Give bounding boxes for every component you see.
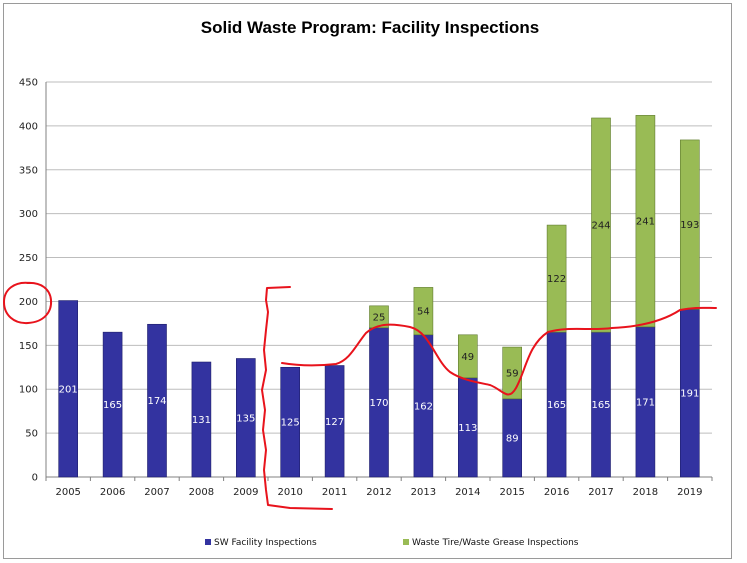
x-tick-label: 2008: [189, 487, 214, 498]
x-tick-label: 2014: [455, 487, 480, 498]
y-tick-label: 300: [19, 209, 38, 220]
x-tick-label: 2017: [588, 487, 613, 498]
bar-sw-facility: [58, 300, 79, 478]
x-tick-label: 2010: [277, 487, 302, 498]
bar-waste-tire: [457, 334, 478, 379]
data-label-sw-facility: 89: [506, 433, 519, 444]
data-label-waste-tire: 193: [680, 220, 699, 231]
annotation-trend-line: [281, 306, 717, 396]
y-tick-label: 100: [19, 385, 38, 396]
data-label-sw-facility: 113: [458, 423, 477, 434]
data-label-waste-tire: 241: [636, 217, 655, 228]
data-label-sw-facility: 201: [59, 384, 78, 395]
bar-sw-facility: [236, 358, 256, 478]
bar-sw-facility: [102, 331, 123, 478]
data-label-sw-facility: 131: [192, 415, 211, 426]
x-tick-label: 2011: [322, 487, 347, 498]
bar-waste-tire: [369, 305, 389, 329]
legend-item-waste-tire: Waste Tire/Waste Grease Inspections: [412, 538, 579, 548]
data-label-sw-facility: 125: [281, 418, 300, 429]
legend-swatch: [403, 539, 409, 545]
data-label-sw-facility: 162: [414, 401, 433, 412]
bar-waste-tire: [546, 224, 567, 333]
y-tick-label: 0: [32, 473, 38, 484]
y-tick-label: 350: [19, 165, 38, 176]
legend-item-sw-facility: SW Facility Inspections: [214, 538, 317, 548]
data-label-sw-facility: 135: [236, 413, 255, 424]
legend-swatch: [205, 539, 211, 545]
bar-waste-tire: [635, 115, 656, 328]
y-tick-label: 250: [19, 253, 38, 264]
data-label-sw-facility: 191: [680, 389, 699, 400]
data-label-sw-facility: 174: [147, 396, 166, 407]
annotation-bracket: [261, 286, 333, 510]
x-tick-label: 2019: [677, 487, 702, 498]
bar-sw-facility: [280, 366, 301, 478]
data-label-sw-facility: 127: [325, 417, 344, 428]
data-label-waste-tire: 54: [417, 307, 430, 318]
x-tick-label: 2006: [100, 487, 125, 498]
y-tick-label: 50: [25, 429, 38, 440]
data-label-waste-tire: 122: [547, 274, 566, 285]
x-tick-label: 2015: [499, 487, 524, 498]
x-tick-label: 2007: [144, 487, 169, 498]
bar-sw-facility: [324, 365, 345, 478]
x-tick-label: 2012: [366, 487, 391, 498]
data-label-sw-facility: 171: [636, 397, 655, 408]
y-tick-label: 400: [19, 121, 38, 132]
x-tick-label: 2013: [411, 487, 436, 498]
y-tick-label: 450: [19, 78, 38, 89]
data-label-sw-facility: 165: [591, 400, 610, 411]
annotation-circle: [3, 281, 53, 325]
y-tick-label: 150: [19, 341, 38, 352]
data-label-waste-tire: 244: [591, 221, 610, 232]
y-tick-label: 200: [19, 297, 38, 308]
data-label-waste-tire: 49: [461, 352, 474, 363]
data-label-sw-facility: 165: [103, 400, 122, 411]
data-label-waste-tire: 59: [506, 368, 519, 379]
bar-sw-facility: [191, 361, 212, 478]
x-tick-label: 2009: [233, 487, 258, 498]
x-tick-label: 2016: [544, 487, 569, 498]
bar-sw-facility: [147, 323, 167, 478]
data-label-waste-tire: 25: [373, 312, 386, 323]
x-tick-label: 2005: [55, 487, 80, 498]
x-tick-label: 2018: [633, 487, 658, 498]
data-label-sw-facility: 170: [369, 398, 388, 409]
data-label-sw-facility: 165: [547, 400, 566, 411]
chart-title: Solid Waste Program: Facility Inspection…: [200, 18, 540, 37]
bar-waste-tire: [591, 117, 611, 333]
